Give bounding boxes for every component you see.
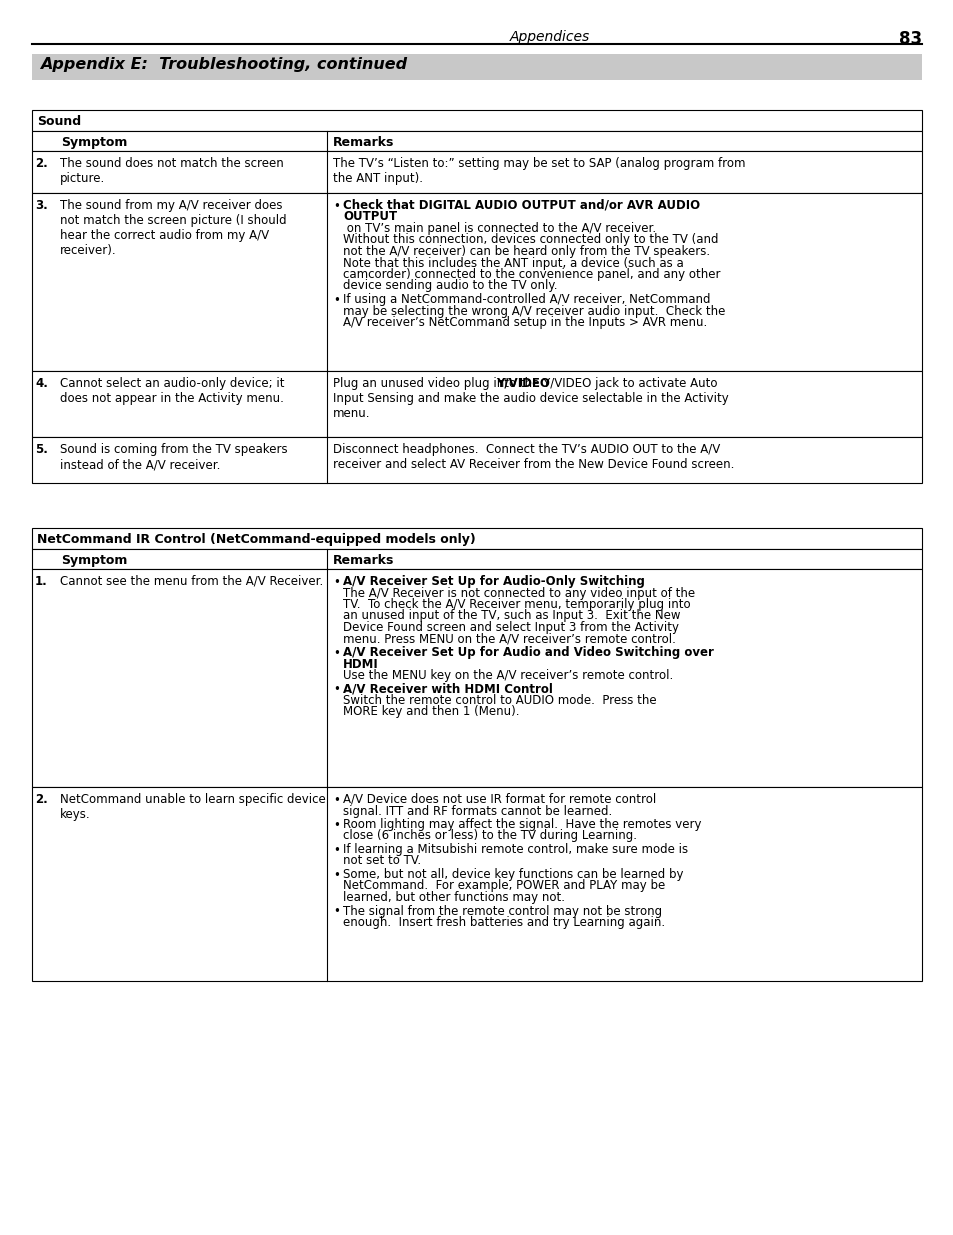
Bar — [32, 110, 921, 131]
Text: A/V receiver’s NetCommand setup in the Inputs > AVR menu.: A/V receiver’s NetCommand setup in the I… — [343, 316, 706, 329]
Bar — [32, 787, 921, 981]
Text: •: • — [333, 819, 339, 832]
Text: 1.: 1. — [35, 576, 48, 588]
Text: HDMI: HDMI — [343, 657, 378, 671]
Text: A/V Receiver Set Up for Audio-Only Switching: A/V Receiver Set Up for Audio-Only Switc… — [343, 576, 644, 588]
Text: 83: 83 — [898, 30, 921, 48]
Text: Appendices: Appendices — [509, 30, 590, 44]
Text: device sending audio to the TV only.: device sending audio to the TV only. — [343, 279, 557, 293]
Text: OUTPUT: OUTPUT — [343, 210, 396, 224]
Text: Check that DIGITAL AUDIO OUTPUT and/or AVR AUDIO: Check that DIGITAL AUDIO OUTPUT and/or A… — [343, 199, 700, 212]
Text: Sound: Sound — [37, 115, 81, 128]
Text: MORE key and then 1 (Menu).: MORE key and then 1 (Menu). — [343, 705, 519, 719]
Text: on TV’s main panel is connected to the A/V receiver.: on TV’s main panel is connected to the A… — [343, 222, 656, 235]
Text: Without this connection, devices connected only to the TV (and: Without this connection, devices connect… — [343, 233, 718, 247]
Text: Some, but not all, device key functions can be learned by: Some, but not all, device key functions … — [343, 868, 682, 881]
Bar — [32, 131, 921, 151]
Text: Appendix E:  Troubleshooting, continued: Appendix E: Troubleshooting, continued — [40, 57, 407, 72]
Text: not set to TV.: not set to TV. — [343, 855, 420, 867]
Bar — [32, 550, 921, 569]
Text: The sound does not match the screen
picture.: The sound does not match the screen pict… — [60, 157, 283, 185]
Text: Plug an unused video plug into the Y/VIDEO jack to activate Auto
Input Sensing a: Plug an unused video plug into the Y/VID… — [333, 377, 728, 420]
Text: If learning a Mitsubishi remote control, make sure mode is: If learning a Mitsubishi remote control,… — [343, 844, 687, 856]
Text: Use the MENU key on the A/V receiver’s remote control.: Use the MENU key on the A/V receiver’s r… — [343, 669, 673, 682]
Text: camcorder) connected to the convenience panel, and any other: camcorder) connected to the convenience … — [343, 268, 720, 282]
Text: Cannot see the menu from the A/V Receiver.: Cannot see the menu from the A/V Receive… — [60, 576, 323, 588]
Text: •: • — [333, 200, 339, 212]
Text: Remarks: Remarks — [333, 136, 394, 149]
Text: •: • — [333, 905, 339, 919]
Text: Switch the remote control to AUDIO mode.  Press the: Switch the remote control to AUDIO mode.… — [343, 694, 656, 706]
Text: Disconnect headphones.  Connect the TV’s AUDIO OUT to the A/V
receiver and selec: Disconnect headphones. Connect the TV’s … — [333, 443, 734, 471]
Text: learned, but other functions may not.: learned, but other functions may not. — [343, 890, 564, 904]
Text: •: • — [333, 647, 339, 659]
Text: •: • — [333, 576, 339, 589]
Text: A/V Device does not use IR format for remote control: A/V Device does not use IR format for re… — [343, 793, 656, 806]
Text: A/V Receiver with HDMI Control: A/V Receiver with HDMI Control — [343, 683, 553, 695]
Text: The sound from my A/V receiver does
not match the screen picture (I should
hear : The sound from my A/V receiver does not … — [60, 199, 286, 257]
Bar — [32, 193, 921, 370]
Text: menu. Press MENU on the A/V receiver’s remote control.: menu. Press MENU on the A/V receiver’s r… — [343, 632, 675, 646]
Bar — [32, 529, 921, 550]
Text: an unused input of the TV, such as Input 3.  Exit the New: an unused input of the TV, such as Input… — [343, 610, 679, 622]
Text: A/V Receiver Set Up for Audio and Video Switching over: A/V Receiver Set Up for Audio and Video … — [343, 646, 713, 659]
Text: 4.: 4. — [35, 377, 48, 390]
Text: Symptom: Symptom — [61, 136, 128, 149]
Text: NetCommand.  For example, POWER and PLAY may be: NetCommand. For example, POWER and PLAY … — [343, 879, 664, 893]
Text: The signal from the remote control may not be strong: The signal from the remote control may n… — [343, 904, 661, 918]
Text: Cannot select an audio-only device; it
does not appear in the Activity menu.: Cannot select an audio-only device; it d… — [60, 377, 284, 405]
Bar — [32, 437, 921, 483]
Text: not the A/V receiver) can be heard only from the TV speakers.: not the A/V receiver) can be heard only … — [343, 245, 709, 258]
Text: •: • — [333, 844, 339, 857]
Text: 5.: 5. — [35, 443, 48, 456]
Text: Symptom: Symptom — [61, 555, 128, 567]
Text: Remarks: Remarks — [333, 555, 394, 567]
Text: •: • — [333, 794, 339, 806]
Text: TV.  To check the A/V Receiver menu, temporarily plug into: TV. To check the A/V Receiver menu, temp… — [343, 598, 690, 611]
Bar — [32, 151, 921, 193]
Text: NetCommand IR Control (NetCommand-equipped models only): NetCommand IR Control (NetCommand-equipp… — [37, 534, 476, 546]
Bar — [32, 569, 921, 787]
Text: •: • — [333, 294, 339, 308]
Text: 3.: 3. — [35, 199, 48, 212]
Text: signal. ITT and RF formats cannot be learned.: signal. ITT and RF formats cannot be lea… — [343, 804, 612, 818]
Text: •: • — [333, 869, 339, 882]
Text: 2.: 2. — [35, 793, 48, 806]
Text: Sound is coming from the TV speakers
instead of the A/V receiver.: Sound is coming from the TV speakers ins… — [60, 443, 287, 471]
Text: may be selecting the wrong A/V receiver audio input.  Check the: may be selecting the wrong A/V receiver … — [343, 305, 724, 317]
Bar — [32, 54, 921, 80]
Text: •: • — [333, 683, 339, 697]
Text: If using a NetCommand-controlled A/V receiver, NetCommand: If using a NetCommand-controlled A/V rec… — [343, 293, 710, 306]
Text: Note that this includes the ANT input, a device (such as a: Note that this includes the ANT input, a… — [343, 257, 683, 269]
Text: The TV’s “Listen to:” setting may be set to SAP (analog program from
the ANT inp: The TV’s “Listen to:” setting may be set… — [333, 157, 744, 185]
Text: close (6 inches or less) to the TV during Learning.: close (6 inches or less) to the TV durin… — [343, 830, 637, 842]
Text: Y/VIDEO: Y/VIDEO — [497, 377, 550, 390]
Text: The A/V Receiver is not connected to any video input of the: The A/V Receiver is not connected to any… — [343, 587, 695, 599]
Text: Device Found screen and select Input 3 from the Activity: Device Found screen and select Input 3 f… — [343, 621, 679, 634]
Text: NetCommand unable to learn specific device
keys.: NetCommand unable to learn specific devi… — [60, 793, 325, 821]
Text: enough.  Insert fresh batteries and try Learning again.: enough. Insert fresh batteries and try L… — [343, 916, 664, 929]
Text: 2.: 2. — [35, 157, 48, 170]
Text: Room lighting may affect the signal.  Have the remotes very: Room lighting may affect the signal. Hav… — [343, 818, 700, 831]
Bar — [32, 370, 921, 437]
